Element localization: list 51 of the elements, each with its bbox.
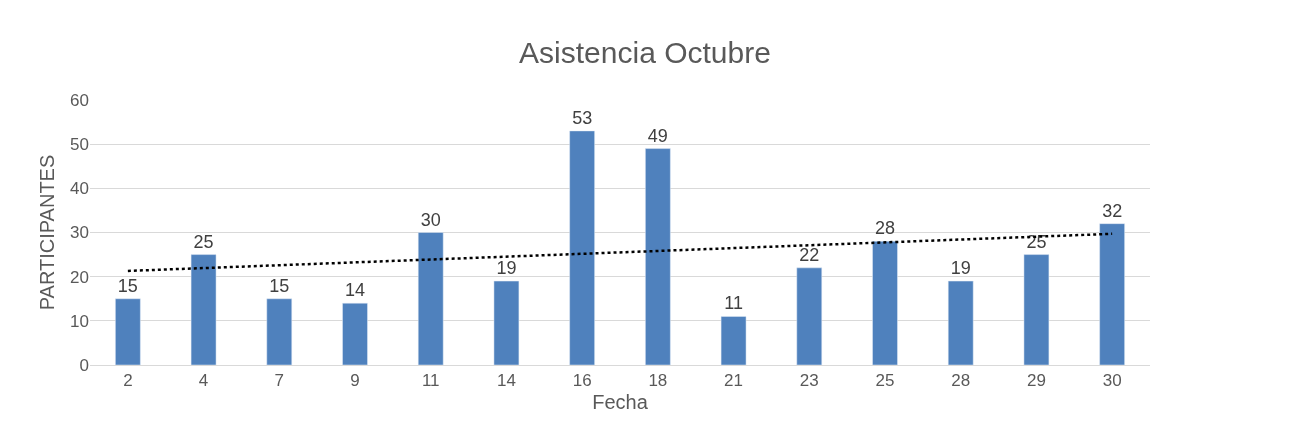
bar xyxy=(190,254,217,365)
x-tick-label: 21 xyxy=(724,371,744,391)
data-label: 19 xyxy=(950,258,971,279)
x-tick-label: 9 xyxy=(350,371,360,391)
x-tick-label: 28 xyxy=(951,371,971,391)
y-tick-label: 40 xyxy=(70,179,89,199)
y-tick-label: 10 xyxy=(70,311,89,331)
data-label: 15 xyxy=(269,275,290,296)
bar xyxy=(342,302,368,365)
y-axis-title: PARTICIPANTES xyxy=(35,154,58,311)
bar xyxy=(947,280,974,365)
data-label: 49 xyxy=(647,125,668,146)
data-label: 22 xyxy=(799,244,820,265)
x-tick-label: 11 xyxy=(421,371,440,391)
x-tick-label: 2 xyxy=(123,371,133,391)
bar xyxy=(115,298,141,365)
bar xyxy=(493,280,520,365)
data-label: 32 xyxy=(1102,200,1123,221)
x-tick-label: 29 xyxy=(1026,371,1046,391)
data-label: 25 xyxy=(193,231,214,252)
y-tick-label: 20 xyxy=(70,267,89,287)
data-label: 30 xyxy=(420,209,441,230)
bar xyxy=(796,267,823,365)
data-label: 53 xyxy=(572,107,593,128)
x-tick-label: 14 xyxy=(496,371,516,391)
x-tick-label: 23 xyxy=(799,371,819,391)
chart-title: Asistencia Octubre xyxy=(519,36,771,70)
data-label: 14 xyxy=(344,280,366,301)
bar xyxy=(872,241,898,365)
x-tick-label: 7 xyxy=(274,371,285,391)
data-label: 19 xyxy=(496,258,517,279)
bar xyxy=(1023,254,1050,365)
y-tick-label: 30 xyxy=(70,223,89,243)
x-axis-title: Fecha xyxy=(592,390,649,413)
x-tick-label: 4 xyxy=(198,371,209,391)
x-tick-label: 30 xyxy=(1102,371,1122,391)
bar xyxy=(720,316,747,365)
bar xyxy=(266,298,293,365)
bar xyxy=(1099,223,1125,365)
bar xyxy=(569,130,595,365)
y-tick-label: 50 xyxy=(70,135,89,155)
y-tick-label: 60 xyxy=(70,90,89,110)
bar xyxy=(417,232,444,365)
data-label: 11 xyxy=(724,293,743,314)
y-tick-label: 0 xyxy=(79,355,89,375)
x-tick-label: 18 xyxy=(648,371,668,391)
data-label: 28 xyxy=(874,218,896,239)
x-tick-label: 25 xyxy=(875,371,895,391)
x-tick-label: 16 xyxy=(572,371,592,391)
data-label: 15 xyxy=(117,275,138,296)
bar xyxy=(645,148,671,365)
